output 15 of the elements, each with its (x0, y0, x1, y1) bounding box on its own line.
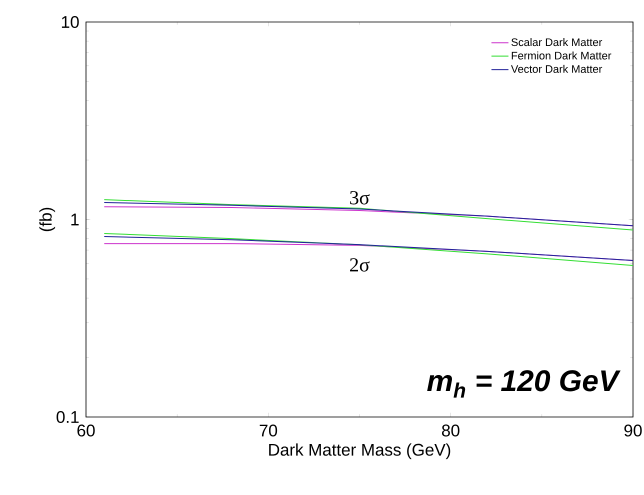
x-tick-label: 90 (624, 424, 642, 437)
x-tick-label: 70 (260, 424, 278, 437)
legend-label: Vector Dark Matter (510, 64, 602, 73)
x-tick-label: 80 (442, 424, 460, 437)
y-tick-label: 0.1 (56, 411, 79, 424)
legend-label: Fermion Dark Matter (512, 51, 612, 60)
y-tick-label: 10 (62, 16, 79, 28)
annotation: 3σ (350, 191, 370, 204)
x-axis-title: Dark Matter Mass (GeV) (269, 443, 450, 460)
y-axis-title: (fb) (39, 208, 56, 232)
legend-label: Scalar Dark Matter (511, 38, 602, 46)
annotation: 2σ (350, 258, 370, 272)
x-tick-label: 60 (77, 424, 95, 437)
annotation: m$_{h}$ = 120 GeV (427, 370, 621, 398)
y-tick-label: 1 (71, 214, 79, 226)
